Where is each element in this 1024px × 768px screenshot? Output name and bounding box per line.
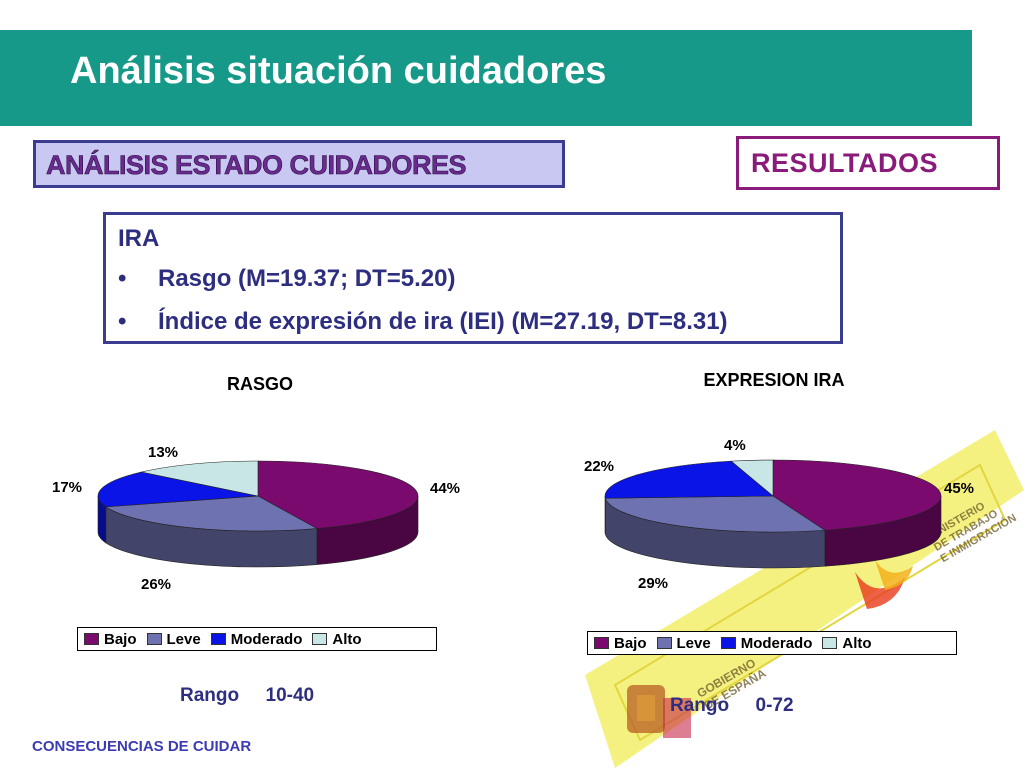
pie-slice-moderado: [97, 471, 259, 508]
legend-item-moderado: Moderado: [720, 635, 812, 652]
pie-slice-alto: [730, 459, 774, 497]
ira-item-iei: • Índice de expresión de ira (IEI) (M=27.…: [118, 308, 728, 336]
swatch-bajo: [84, 633, 99, 645]
bullet-icon: •: [118, 265, 127, 292]
legend-item-moderado: Moderado: [210, 631, 302, 648]
pie-slice-bajo: [257, 460, 419, 529]
pie-slice-bajo: [772, 459, 942, 531]
section-label-box: ANÁLISIS ESTADO CUIDADORES: [33, 140, 565, 188]
range-label-expresion: Rango 0-72: [670, 695, 794, 716]
pie-chart-rasgo: [97, 460, 419, 568]
results-label: RESULTADOS: [751, 148, 938, 178]
data-label-bajo: 45%: [944, 480, 975, 497]
chart-title-rasgo: RASGO: [226, 374, 293, 394]
legend-item-alto: Alto: [312, 631, 362, 648]
legend-rasgo: Bajo Leve Moderado Alto: [77, 627, 437, 651]
ira-item-label: Rasgo (M=19.37; DT=5.20): [158, 265, 456, 292]
bullet-icon: •: [118, 308, 127, 335]
page-title: Análisis situación cuidadores: [70, 50, 607, 92]
pie-slice-leve: [604, 495, 826, 533]
data-label-bajo: 44%: [430, 480, 461, 497]
ira-summary-box: IRA • Rasgo (M=19.37; DT=5.20) • Índice de…: [103, 212, 843, 344]
data-label-moderado: 17%: [52, 479, 83, 496]
title-bar: Análisis situación cuidadores: [0, 30, 972, 126]
swatch-leve: [146, 633, 162, 645]
data-label-leve: 29%: [638, 575, 669, 592]
ira-heading: IRA: [118, 225, 160, 252]
footer-text: CONSECUENCIAS DE CUIDAR: [32, 738, 252, 755]
legend-item-leve: Leve: [146, 631, 201, 648]
coat-of-arms-icon: [627, 685, 691, 738]
logo-swirl-icon: [855, 572, 905, 609]
legend-item-alto: Alto: [822, 635, 872, 652]
ira-item-rasgo: • Rasgo (M=19.37; DT=5.20): [118, 265, 455, 293]
chart-title-expresion: EXPRESION IRA: [703, 370, 845, 390]
pie-slice-alto: [141, 460, 259, 497]
data-label-alto: 13%: [148, 444, 179, 461]
swatch-alto: [312, 633, 328, 645]
section-label: ANÁLISIS ESTADO CUIDADORES: [46, 150, 467, 181]
data-label-alto: 4%: [724, 437, 746, 454]
legend-item-bajo: Bajo: [594, 635, 647, 652]
pie-slice-moderado: [604, 460, 774, 499]
legend-item-bajo: Bajo: [84, 631, 137, 648]
pie-slice-leve: [104, 495, 318, 532]
legend-expresion: Bajo Leve Moderado Alto: [587, 631, 957, 655]
data-label-leve: 26%: [141, 576, 172, 593]
range-label-rasgo: Rango 10-40: [180, 685, 315, 706]
pie-chart-expresion: [604, 459, 942, 569]
results-label-box: RESULTADOS: [736, 136, 1000, 190]
swatch-leve: [656, 637, 672, 649]
swatch-alto: [822, 637, 838, 649]
legend-item-leve: Leve: [656, 635, 711, 652]
swatch-bajo: [594, 637, 609, 649]
swatch-moderado: [210, 633, 226, 645]
logo-swirl-icon: [875, 560, 913, 590]
ira-item-label: Índice de expresión de ira (IEI) (M=27.1…: [158, 308, 728, 335]
data-label-moderado: 22%: [584, 458, 615, 475]
swatch-moderado: [720, 637, 736, 649]
